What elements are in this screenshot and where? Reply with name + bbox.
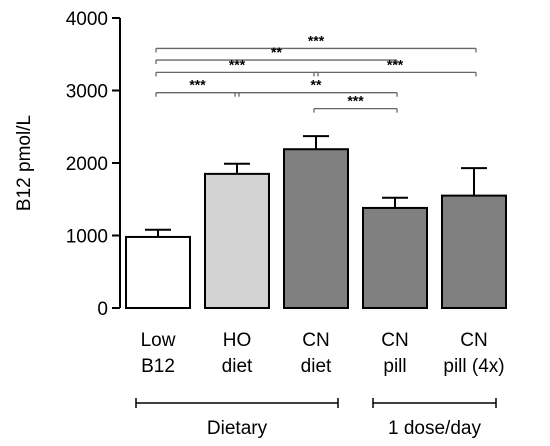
y-tick-label: 0 [97,299,108,320]
category-label: B12 [141,356,175,377]
bar [283,148,349,309]
category-label: HO [223,330,252,351]
category-label: pill (4x) [443,356,504,377]
category-label: diet [301,356,332,377]
group-label: 1 dose/day [388,418,481,439]
significance-label: *** [347,93,364,109]
y-axis-ticks: 0 1000 2000 3000 4000 [66,9,120,320]
y-axis-title: B12 pmol/L [14,115,35,211]
y-tick-label: 3000 [66,82,108,103]
category-label: CN [460,330,487,351]
significance-label: *** [189,77,206,93]
significance-label: *** [387,56,404,72]
y-tick-label: 2000 [66,154,108,175]
y-tick-label: 1000 [66,227,108,248]
bars [125,135,507,309]
significance-label: *** [229,56,246,72]
category-label: Low [141,330,176,351]
y-tick-label: 4000 [66,9,108,30]
category-label: CN [381,330,408,351]
group-brackets: Dietary 1 dose/day [135,398,497,439]
category-labels: Low B12 HO diet CN diet CN pill CN pill (4x) [141,330,505,377]
significance-label: ** [311,77,322,93]
bar [441,194,507,309]
group-label: Dietary [207,418,268,439]
category-label: diet [222,356,253,377]
bar [362,206,428,309]
significance-brackets: ******** ****** ***** [155,32,477,113]
significance-label: ** [271,44,282,60]
bar [125,235,191,309]
category-label: pill [383,356,406,377]
significance-label: *** [308,32,325,48]
category-label: CN [302,330,329,351]
bar [204,172,270,309]
